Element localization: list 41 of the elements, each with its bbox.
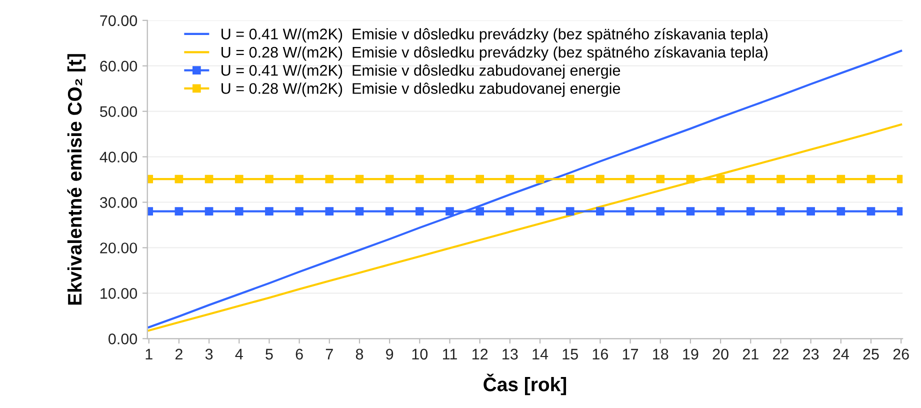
- x-tick-label: 5: [266, 348, 273, 360]
- x-tick-label: 7: [326, 348, 333, 360]
- x-tick-label: 9: [386, 348, 394, 360]
- x-tick-label: 22: [772, 348, 788, 360]
- x-tick-label: 23: [803, 348, 819, 360]
- x-tick-label: 11: [442, 348, 457, 360]
- y-tick-label: 70.00: [100, 15, 138, 26]
- line-series: [148, 123, 902, 332]
- x-tick-label: 18: [653, 348, 668, 360]
- y-tick-label: 0.00: [108, 334, 138, 344]
- legend-label: U = 0.41 W/(m2K) Emisie v dôsledku zabudovanej energie: [222, 64, 620, 79]
- x-tick-label: 6: [296, 348, 303, 360]
- x-tick-label: 24: [833, 348, 849, 360]
- y-axis-title: Ekvivalentné emisie CO₂ [t]: [67, 54, 86, 305]
- y-tick-label: 60.00: [100, 60, 138, 72]
- legend-label: U = 0.28 W/(m2K) Emisie v dôsledku prevádzky (bez spätného získavania tepla): [222, 46, 768, 61]
- x-tick-label: 8: [356, 348, 364, 360]
- x-tick-label: 1: [146, 348, 152, 360]
- x-tick-label: 25: [863, 348, 879, 360]
- y-tick-label: 30.00: [100, 197, 138, 208]
- x-tick-label: 21: [742, 348, 758, 360]
- x-tick-label: 4: [235, 348, 243, 360]
- legend-label: U = 0.28 W/(m2K) Emisie v dôsledku zabudovanej energie: [222, 82, 620, 97]
- x-tick-label: 19: [683, 348, 698, 360]
- x-axis-title: Čas [rok]: [484, 374, 566, 396]
- x-tick-label: 2: [175, 348, 182, 360]
- y-tick-label: 20.00: [100, 242, 138, 254]
- x-tick-label: 20: [712, 348, 728, 360]
- x-tick-label: 10: [412, 348, 428, 360]
- x-tick-label: 17: [622, 348, 638, 360]
- x-tick-label: 16: [592, 348, 608, 360]
- x-tick-label: 12: [472, 348, 488, 360]
- x-tick-label: 15: [562, 348, 578, 360]
- legend-label: U = 0.41 W/(m2K) Emisie v dôsledku prevádzky (bez spätného získavania tepla): [222, 28, 768, 42]
- x-tick-label: 3: [205, 348, 213, 360]
- x-tick-label: 14: [532, 348, 548, 360]
- y-tick-label: 10.00: [100, 288, 138, 299]
- y-tick-label: 40.00: [100, 152, 138, 162]
- x-tick-label: 13: [502, 348, 518, 360]
- x-tick-label: 26: [893, 348, 909, 360]
- y-tick-label: 50.00: [100, 106, 138, 118]
